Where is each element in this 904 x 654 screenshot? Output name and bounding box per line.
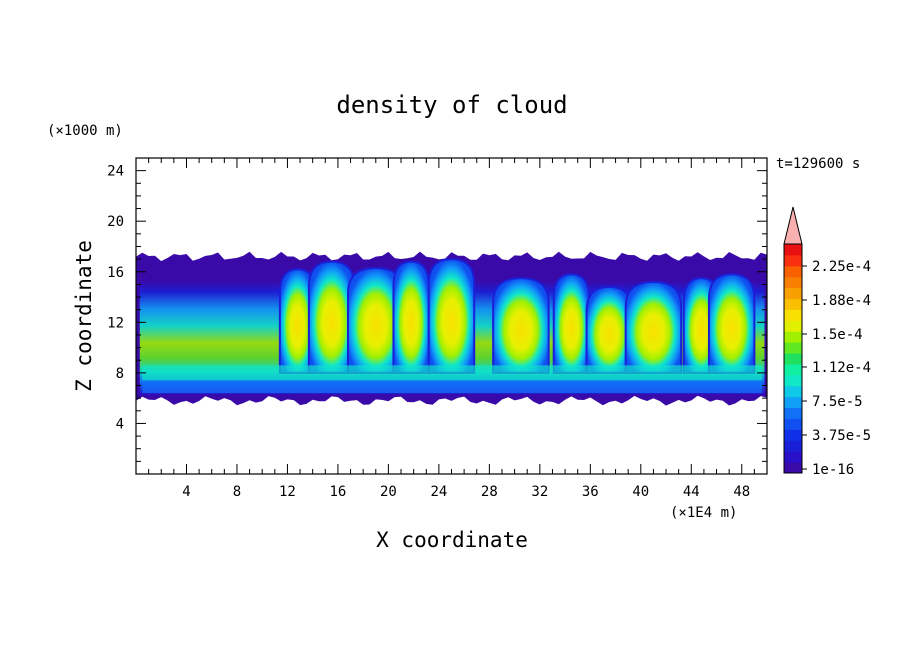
y-tick-label: 4 bbox=[116, 416, 124, 432]
x-tick-label: 28 bbox=[481, 484, 498, 500]
x-tick-label: 36 bbox=[582, 484, 599, 500]
colorbar-swatch bbox=[784, 309, 802, 321]
y-axis-label: Z coordinate bbox=[72, 240, 96, 392]
y-tick-label: 24 bbox=[107, 164, 124, 180]
colorbar: 2.25e-4 1.88e-4 1.5e-4 1.12e-4 7.5e-5 3.75e-5… bbox=[783, 206, 871, 478]
x-tick-label: 12 bbox=[279, 484, 296, 500]
chart-title: density of cloud bbox=[336, 91, 567, 119]
colorbar-swatch bbox=[784, 287, 802, 300]
colorbar-swatch bbox=[784, 363, 802, 376]
x-unit-label: (×1E4 m) bbox=[670, 505, 737, 521]
cloud-field bbox=[136, 251, 767, 406]
colorbar-label: 7.5e-5 bbox=[812, 394, 863, 410]
colorbar-swatch bbox=[784, 451, 802, 463]
cloud-base-band bbox=[142, 365, 762, 381]
x-tick-label: 16 bbox=[329, 484, 346, 500]
x-tick-label: 44 bbox=[683, 484, 700, 500]
x-axis-label: X coordinate bbox=[376, 528, 528, 552]
y-tick-label: 20 bbox=[107, 214, 124, 230]
cloud-tower bbox=[427, 258, 476, 374]
colorbar-swatch bbox=[784, 418, 802, 430]
colorbar-swatch bbox=[784, 298, 802, 310]
colorbar-swatch bbox=[784, 276, 802, 289]
colorbar-swatch bbox=[784, 385, 802, 398]
colorbar-swatch bbox=[784, 407, 802, 419]
y-unit-label: (×1000 m) bbox=[47, 123, 123, 139]
colorbar-swatch bbox=[784, 462, 802, 474]
colorbar-swatch bbox=[784, 353, 802, 365]
colorbar-swatch bbox=[784, 254, 802, 267]
colorbar-label: 1.12e-4 bbox=[812, 360, 871, 376]
x-tick-label: 4 bbox=[182, 484, 190, 500]
x-tick-label: 24 bbox=[430, 484, 447, 500]
colorbar-label: 1.88e-4 bbox=[812, 293, 871, 309]
colorbar-swatch bbox=[784, 429, 802, 441]
y-tick-label: 8 bbox=[116, 366, 124, 382]
colorbar-swatch bbox=[784, 320, 802, 332]
colorbar-swatch bbox=[784, 396, 802, 409]
cloud-base-band-lower bbox=[142, 380, 762, 394]
y-tick-label: 12 bbox=[107, 315, 124, 331]
colorbar-swatch bbox=[784, 265, 802, 278]
time-label: t=129600 s bbox=[776, 156, 860, 172]
colorbar-label: 2.25e-4 bbox=[812, 259, 871, 275]
cloud-tower bbox=[707, 273, 756, 374]
colorbar-label: 1.5e-4 bbox=[812, 327, 863, 343]
colorbar-swatch bbox=[784, 374, 802, 387]
y-tick-label: 16 bbox=[107, 265, 124, 281]
colorbar-extend-arrow bbox=[783, 206, 803, 245]
colorbar-label: 3.75e-5 bbox=[812, 428, 871, 444]
colorbar-swatch bbox=[784, 331, 802, 343]
cloud-tower bbox=[392, 260, 430, 374]
cloud-tower bbox=[492, 277, 550, 374]
x-tick-label: 40 bbox=[632, 484, 649, 500]
colorbar-swatch bbox=[784, 440, 802, 452]
cloud-tower bbox=[552, 273, 591, 374]
colorbar-swatch bbox=[784, 342, 802, 354]
colorbar-swatch bbox=[784, 244, 802, 256]
colorbar-label: 1e-16 bbox=[812, 462, 854, 478]
x-tick-label: 32 bbox=[531, 484, 548, 500]
x-tick-label: 8 bbox=[233, 484, 241, 500]
cloud-tower bbox=[624, 280, 683, 374]
x-tick-label: 20 bbox=[380, 484, 397, 500]
x-tick-label: 48 bbox=[733, 484, 750, 500]
